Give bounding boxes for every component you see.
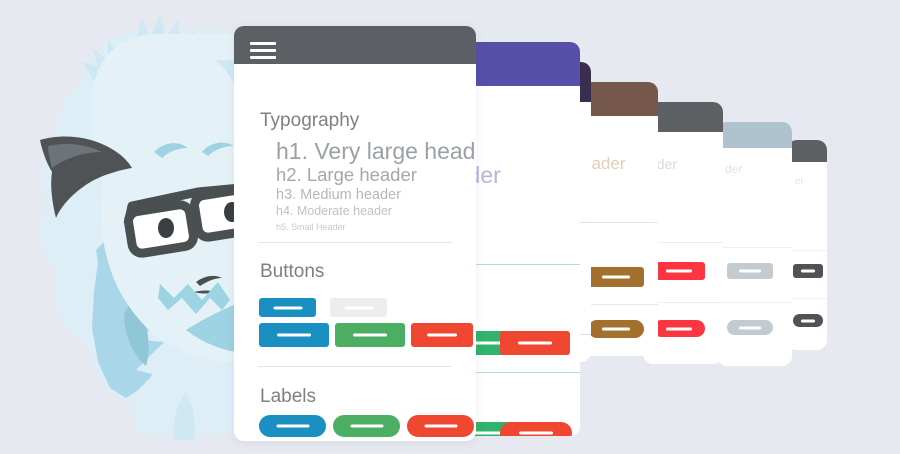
- label-dash: [801, 319, 815, 322]
- card-4-brown-large-button[interactable]: [588, 267, 644, 287]
- card-6-divider-2: [717, 302, 792, 303]
- danger-large-button[interactable]: [411, 323, 473, 347]
- yeti-mascot: [39, 14, 264, 440]
- typography-h5: h5. Small Header: [276, 222, 346, 232]
- button-dash: [739, 269, 761, 273]
- card-6-muted-large-button[interactable]: [727, 263, 773, 279]
- card-6-muted-label[interactable]: [727, 320, 773, 335]
- label-dash: [602, 327, 630, 331]
- divider-typography: [258, 242, 452, 243]
- card-2-danger-label[interactable]: [500, 422, 572, 436]
- hamburger-menu-icon[interactable]: [246, 38, 280, 64]
- card-6-divider-1: [717, 247, 792, 248]
- label-dash: [424, 424, 457, 428]
- card-2-divider-2: [420, 372, 580, 373]
- typography-h1: h1. Very large header: [276, 138, 476, 164]
- label-dash: [474, 431, 506, 435]
- card-5-danger-large-button[interactable]: [653, 262, 705, 280]
- card-4-body: eader: [576, 82, 658, 356]
- danger-label[interactable]: [407, 415, 474, 437]
- label-dash: [519, 431, 553, 435]
- yeti-eyebrows: [154, 142, 234, 158]
- card-7-h3: er: [795, 176, 804, 187]
- yeti-horn: [40, 136, 132, 218]
- button-dash: [277, 333, 311, 337]
- button-dash: [602, 275, 630, 279]
- yeti-mouth: [158, 282, 230, 314]
- section-title-buttons: Buttons: [260, 261, 325, 282]
- button-dash: [518, 341, 552, 345]
- button-dash: [474, 341, 506, 345]
- typography-h2: h2. Large header: [276, 164, 417, 185]
- button-dash: [427, 333, 457, 337]
- button-dash: [273, 306, 302, 309]
- card-7-body: er: [787, 140, 827, 350]
- primary-button[interactable]: [259, 298, 316, 317]
- divider-buttons: [258, 366, 452, 367]
- button-dash: [344, 306, 373, 309]
- card-front[interactable]: Typography h1. Very large header h2. Lar…: [234, 26, 476, 441]
- default-button[interactable]: [330, 298, 387, 317]
- card-4-divider-2: [576, 304, 658, 305]
- button-dash: [666, 269, 692, 273]
- card-7-dark-large-button[interactable]: [793, 264, 823, 278]
- card-6-h3: der: [725, 162, 743, 176]
- card-7-dark-label[interactable]: [793, 314, 823, 327]
- card-5-danger-label[interactable]: [653, 320, 705, 337]
- card-7-divider-2: [787, 298, 827, 299]
- card-5-divider-2: [643, 302, 723, 303]
- yeti-fur-spikes-left: [92, 236, 164, 398]
- label-dash: [350, 424, 383, 428]
- yeti-body-fur: [134, 356, 240, 440]
- typography-h3: h3. Medium header: [276, 187, 401, 203]
- info-label[interactable]: [259, 415, 326, 437]
- card-5-divider-1: [643, 242, 723, 243]
- card-6-body: der: [717, 122, 792, 366]
- card-7-header: [787, 140, 827, 162]
- label-dash: [739, 326, 761, 329]
- card-6-header: [717, 122, 792, 148]
- button-dash: [801, 269, 815, 273]
- section-title-labels: Labels: [260, 386, 316, 407]
- section-title-typography: Typography: [260, 110, 360, 131]
- card-front-body: Typography h1. Very large header h2. Lar…: [234, 26, 476, 441]
- success-large-button[interactable]: [335, 323, 405, 347]
- typography-h4: h4. Moderate header: [276, 204, 393, 218]
- card-7[interactable]: er: [787, 140, 827, 350]
- card-2-danger-large-button[interactable]: [500, 331, 570, 355]
- card-6[interactable]: der: [717, 122, 792, 366]
- label-dash: [666, 327, 692, 330]
- card-2-divider-1: [420, 264, 580, 265]
- label-dash: [276, 424, 309, 428]
- card-4-brown-label[interactable]: [588, 320, 644, 338]
- card-4-h1: eader: [582, 154, 626, 173]
- card-4-divider-1: [576, 222, 658, 223]
- button-dash: [353, 333, 387, 337]
- card-7-divider-1: [787, 250, 827, 251]
- primary-large-button[interactable]: [259, 323, 329, 347]
- success-label[interactable]: [333, 415, 400, 437]
